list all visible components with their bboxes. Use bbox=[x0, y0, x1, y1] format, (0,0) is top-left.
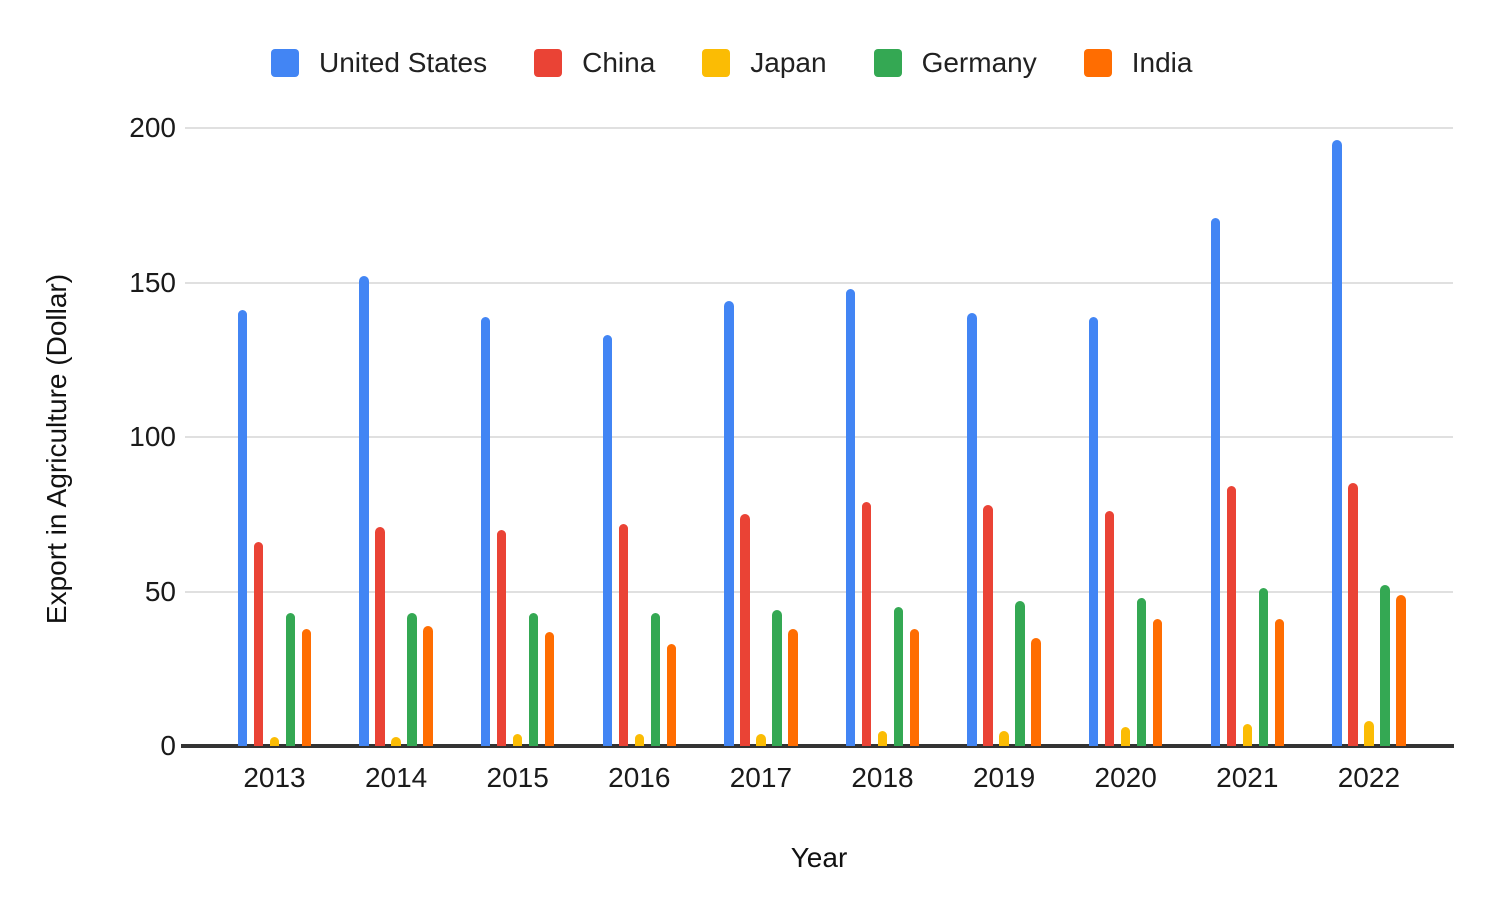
legend-swatch-japan bbox=[702, 49, 731, 77]
y-tick-label: 50 bbox=[144, 575, 176, 607]
y-tick-label: 150 bbox=[129, 266, 176, 298]
x-tick-label: 2013 bbox=[243, 762, 306, 793]
bar-group-2022 bbox=[1332, 140, 1406, 746]
x-tick-label: 2018 bbox=[851, 762, 914, 793]
bar-india-2018 bbox=[909, 628, 920, 746]
bar-germany-2022 bbox=[1380, 585, 1390, 746]
legend-label: India bbox=[1131, 47, 1193, 78]
bar-germany-2017 bbox=[772, 610, 782, 746]
legend-item-germany: Germany bbox=[873, 47, 1037, 79]
bar-group-2016 bbox=[602, 335, 677, 746]
bar-united-states-2020 bbox=[1088, 316, 1099, 746]
bar-india-2013 bbox=[301, 628, 312, 746]
bar-group-2017 bbox=[724, 301, 798, 746]
bar-germany-2020 bbox=[1136, 597, 1147, 746]
bar-japan-2016 bbox=[634, 733, 645, 746]
x-tick-label: 2014 bbox=[364, 762, 428, 793]
x-axis-title: Year bbox=[790, 842, 848, 873]
bar-japan-2021 bbox=[1242, 724, 1253, 746]
gridline-100 bbox=[185, 436, 1453, 438]
bar-united-states-2018 bbox=[845, 288, 856, 746]
x-tick-label: 2016 bbox=[608, 762, 671, 793]
bar-united-states-2017 bbox=[724, 301, 734, 746]
bar-india-2020 bbox=[1152, 619, 1163, 746]
y-tick-label: 0 bbox=[160, 730, 176, 761]
legend-label: United States bbox=[319, 47, 488, 78]
bar-india-2017 bbox=[788, 628, 798, 746]
bar-united-states-2019 bbox=[967, 313, 977, 746]
x-tick-label: 2015 bbox=[486, 762, 549, 793]
gridline-50 bbox=[185, 590, 1453, 593]
bar-united-states-2014 bbox=[359, 276, 369, 746]
plot-area bbox=[181, 127, 1454, 748]
legend-label: China bbox=[582, 47, 656, 78]
legend-swatch-china bbox=[534, 49, 563, 77]
gridline-200 bbox=[185, 127, 1453, 129]
chart-legend: United States China Japan Germany India bbox=[271, 47, 1192, 79]
bar-india-2014 bbox=[423, 625, 433, 746]
y-tick-label: 100 bbox=[129, 421, 176, 452]
bar-group-2020 bbox=[1088, 316, 1163, 746]
x-tick-label: 2017 bbox=[729, 762, 793, 793]
bar-group-2015 bbox=[480, 316, 555, 746]
bar-germany-2015 bbox=[528, 613, 539, 746]
bar-japan-2019 bbox=[999, 730, 1009, 746]
bar-india-2015 bbox=[544, 631, 555, 746]
legend-label: Germany bbox=[921, 47, 1037, 78]
bar-united-states-2016 bbox=[602, 335, 613, 746]
legend-swatch-united-states bbox=[271, 49, 299, 77]
bar-china-2022 bbox=[1348, 483, 1358, 746]
legend-item-india: India bbox=[1083, 47, 1193, 79]
bar-india-2022 bbox=[1396, 594, 1406, 746]
legend-label: Japan bbox=[750, 47, 827, 78]
bar-germany-2013 bbox=[285, 613, 296, 746]
x-tick-label: 2019 bbox=[972, 762, 1036, 793]
bar-china-2021 bbox=[1226, 486, 1237, 746]
bar-group-2019 bbox=[967, 313, 1041, 746]
bar-china-2015 bbox=[496, 529, 507, 746]
bar-united-states-2015 bbox=[480, 316, 491, 746]
bar-japan-2013 bbox=[269, 736, 280, 746]
legend-item-china: China bbox=[534, 47, 655, 79]
legend-item-united-states: United States bbox=[271, 47, 487, 79]
bar-group-2018 bbox=[845, 288, 920, 746]
bar-china-2019 bbox=[983, 504, 993, 746]
legend-item-japan: Japan bbox=[702, 47, 827, 79]
bar-china-2016 bbox=[618, 523, 629, 746]
y-tick-label: 200 bbox=[129, 112, 176, 143]
legend-swatch-india bbox=[1083, 49, 1112, 77]
bar-united-states-2013 bbox=[237, 310, 248, 746]
bar-group-2013 bbox=[237, 310, 312, 746]
bar-germany-2019 bbox=[1015, 600, 1025, 746]
bar-japan-2020 bbox=[1120, 727, 1131, 746]
legend-swatch-germany bbox=[873, 49, 902, 77]
x-axis-line bbox=[181, 744, 1454, 748]
bar-china-2014 bbox=[375, 526, 385, 746]
bar-india-2016 bbox=[666, 644, 677, 746]
bar-china-2013 bbox=[253, 542, 264, 746]
bar-japan-2022 bbox=[1364, 721, 1374, 746]
bar-china-2017 bbox=[740, 514, 750, 746]
bar-group-2021 bbox=[1210, 217, 1285, 746]
bar-india-2021 bbox=[1274, 619, 1285, 746]
bar-germany-2016 bbox=[650, 613, 661, 746]
bar-japan-2015 bbox=[512, 733, 523, 746]
bar-india-2019 bbox=[1031, 637, 1041, 746]
bar-united-states-2022 bbox=[1332, 140, 1342, 746]
bar-japan-2018 bbox=[877, 730, 888, 746]
bar-japan-2014 bbox=[391, 736, 401, 746]
bar-china-2018 bbox=[861, 501, 872, 746]
x-tick-label: 2021 bbox=[1216, 762, 1279, 793]
bar-germany-2014 bbox=[407, 613, 417, 746]
bar-germany-2018 bbox=[893, 606, 904, 746]
bar-japan-2017 bbox=[756, 733, 766, 746]
bar-germany-2021 bbox=[1258, 588, 1269, 746]
gridline-150 bbox=[185, 281, 1453, 284]
x-tick-label: 2020 bbox=[1094, 762, 1157, 793]
x-tick-label: 2022 bbox=[1337, 762, 1401, 793]
bar-china-2020 bbox=[1104, 511, 1115, 746]
bar-group-2014 bbox=[359, 276, 433, 746]
bar-united-states-2021 bbox=[1210, 217, 1221, 746]
